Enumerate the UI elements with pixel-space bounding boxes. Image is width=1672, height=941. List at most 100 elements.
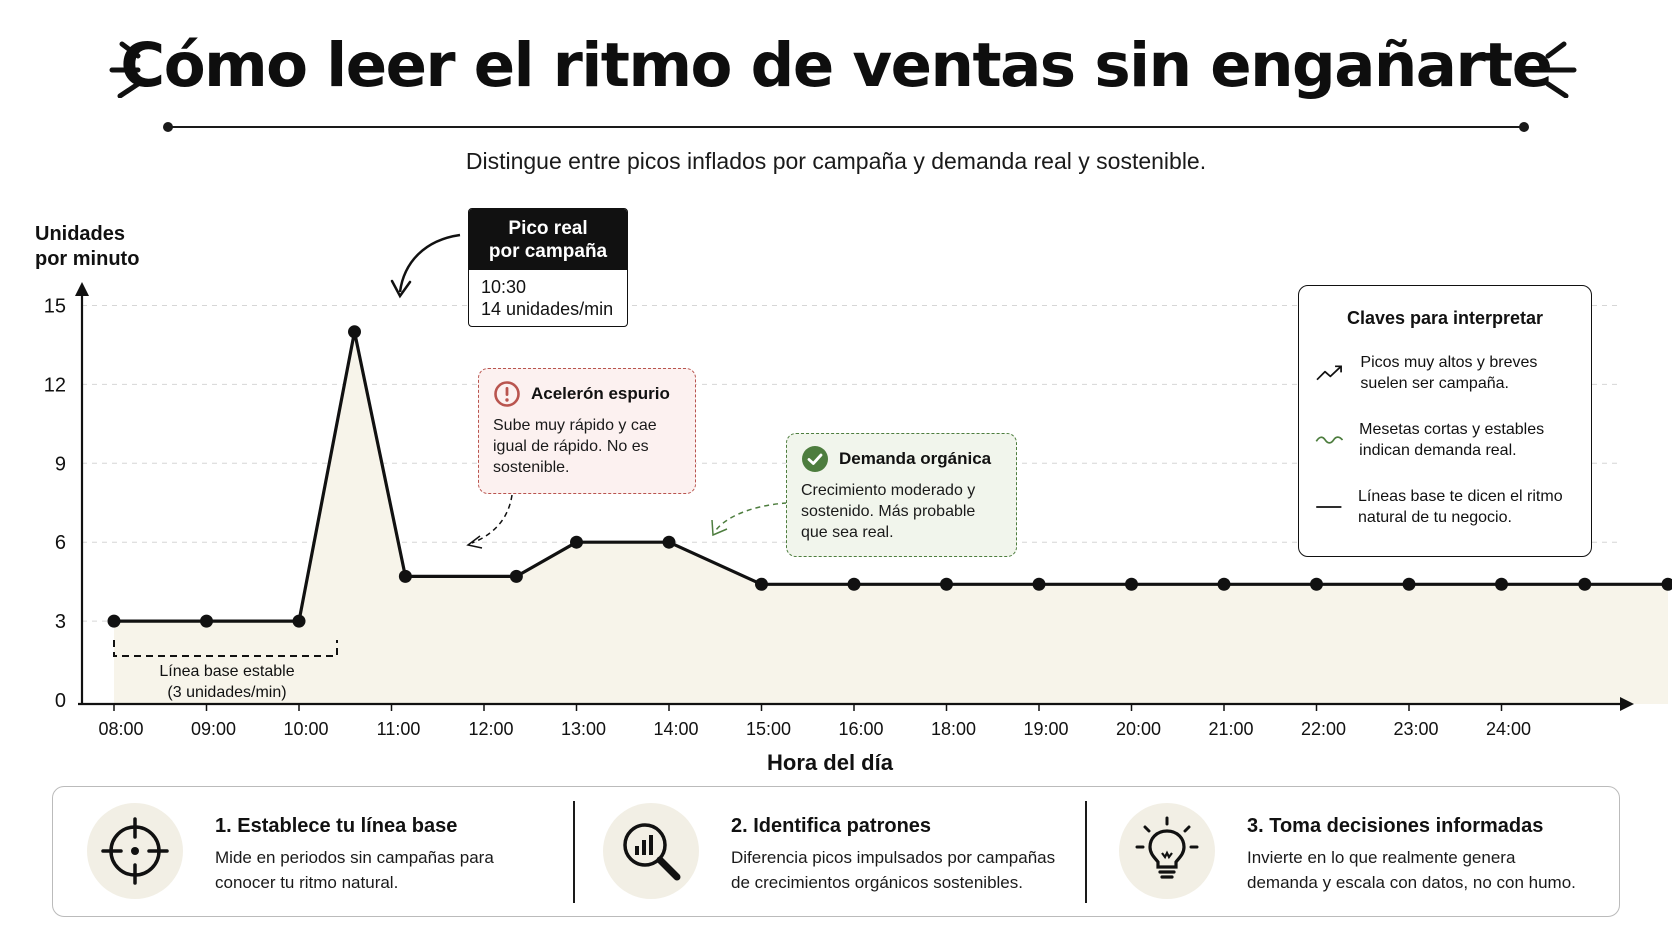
step-desc: Mide en periodos sin campañas para conoc… [215,848,494,892]
spurious-arrow [471,494,513,544]
check-circle-icon [802,446,828,472]
peak-callout-title: Pico real por campaña [469,209,627,270]
x-axis-arrow [1620,697,1634,711]
magnifier-chart-icon [623,823,681,881]
data-point [570,535,583,549]
spurious-callout-title: Acelerón espurio [531,384,670,403]
data-point [398,569,412,583]
data-point [1217,577,1231,591]
step-title: 1. Establece tu línea base [215,815,458,837]
x-tick-label: 11:00 [377,719,421,739]
peak-value: 14 unidades/min [481,299,614,319]
peak-time: 10:30 [481,277,527,297]
x-axis-label: Hora del día [767,750,893,775]
x-tick-label: 10:00 [283,719,328,739]
data-point [1032,577,1046,591]
x-tick-label: 21:00 [1208,719,1253,739]
data-point [1310,577,1323,591]
data-point [107,614,121,628]
x-tick-label: 15:00 [746,719,791,739]
x-tick-label: 08:00 [98,719,143,739]
page-title: Cómo leer el ritmo de ventas sin engañar… [120,30,1553,101]
y-tick-label: 3 [55,611,66,633]
spurious-callout-header: Acelerón espurio [493,379,681,409]
key-item: Líneas base te dicen el ritmo natural de… [1315,486,1581,528]
organic-arrow-head [711,519,728,537]
keys-title: Claves para interpretar [1346,308,1544,328]
y-tick-label: 15 [44,296,66,318]
y-tick-label: 9 [55,453,66,475]
subtitle: Distingue entre picos inflados por campa… [465,148,1207,174]
step-divider [573,801,575,903]
warning-icon [494,381,520,407]
organic-callout: Demanda orgánica Crecimiento moderado y … [786,433,1017,557]
x-tick-label: 24:00 [1486,719,1531,739]
x-tick-label: 20:00 [1116,719,1161,739]
organic-arrow [715,502,788,531]
organic-callout-title: Demanda orgánica [839,449,992,468]
peak-callout-body: 10:30 14 unidades/min [469,270,627,326]
title-rule [163,122,1529,132]
step-card: 3. Toma decisiones informadas Invierte e… [1085,787,1601,918]
spurious-callout: Acelerón espurio Sube muy rápido y cae i… [478,368,696,494]
y-axis-arrow [75,282,89,296]
data-point [662,535,676,549]
data-point [509,569,523,583]
step-desc: Invierte en lo que realmente genera dema… [1247,848,1576,892]
x-tick-label: 23:00 [1393,719,1438,739]
steps-panel: 1. Establece tu línea base Mide en perio… [52,786,1620,917]
x-tick-label: 22:00 [1301,719,1346,739]
data-point [1661,577,1672,591]
y-axis-label-text: Unidades por minuto [35,223,140,270]
x-tick-label: 19:00 [1023,719,1068,739]
key-item-text: Líneas base te dicen el ritmo natural de… [1358,488,1563,526]
title-sparkle-right-icon [1545,41,1577,98]
lightbulb-icon [1135,816,1199,879]
baseline-label: Línea base estable (3 unidades/min) [112,661,342,703]
y-tick-label: 0 [55,690,66,712]
x-tick-label: 12:00 [468,719,513,739]
key-item: Picos muy altos y breves suelen ser camp… [1315,352,1581,394]
y-tick-label: 6 [55,532,66,554]
baseline-label-text: Línea base estable (3 unidades/min) [159,663,295,701]
x-tick-label: 18:00 [931,719,976,739]
step-icon-badge [1119,803,1215,899]
data-point [348,325,361,339]
trend-up-icon [1316,365,1342,381]
data-point [292,614,306,628]
wave-icon [1315,436,1344,444]
step-desc: Diferencia picos impulsados por campañas… [731,848,1056,892]
step-title: 2. Identifica patrones [731,815,932,837]
crosshair-icon [101,817,169,885]
peak-arrow [398,233,461,293]
data-point [1578,577,1592,591]
spurious-arrow-head [466,535,483,549]
key-item-text: Mesetas cortas y estables indican demand… [1359,421,1545,459]
x-tick-label: 09:00 [191,719,236,739]
data-point [1495,577,1508,591]
step-icon-badge [87,803,183,899]
key-item-text: Picos muy altos y breves suelen ser camp… [1360,354,1538,392]
organic-callout-text: Crecimiento moderado y sostenido. Más pr… [801,482,976,541]
data-point [200,614,213,628]
step-icon-badge [603,803,699,899]
flat-line-icon [1316,506,1342,508]
x-tick-label: 13:00 [561,719,606,739]
organic-callout-header: Demanda orgánica [801,444,1002,474]
step-card: 2. Identifica patrones Diferencia picos … [569,787,1085,918]
data-point [755,577,768,591]
x-tick-label: 16:00 [838,719,883,739]
data-point [940,577,953,591]
baseline-bracket [113,640,338,657]
step-card: 1. Establece tu línea base Mide en perio… [53,787,569,918]
key-item: Mesetas cortas y estables indican demand… [1315,419,1581,461]
area-under-line [114,331,1668,704]
peak-callout: Pico real por campaña 10:30 14 unidades/… [468,208,628,327]
title-sparkle-left-icon [109,41,141,98]
data-point [847,577,861,591]
data-point [1402,577,1416,591]
peak-arrow-head [390,279,412,299]
data-point [1125,577,1138,591]
y-axis-label: Unidades por minuto [35,222,139,272]
keys-box: Claves para interpretar Picos muy altos … [1298,285,1592,557]
